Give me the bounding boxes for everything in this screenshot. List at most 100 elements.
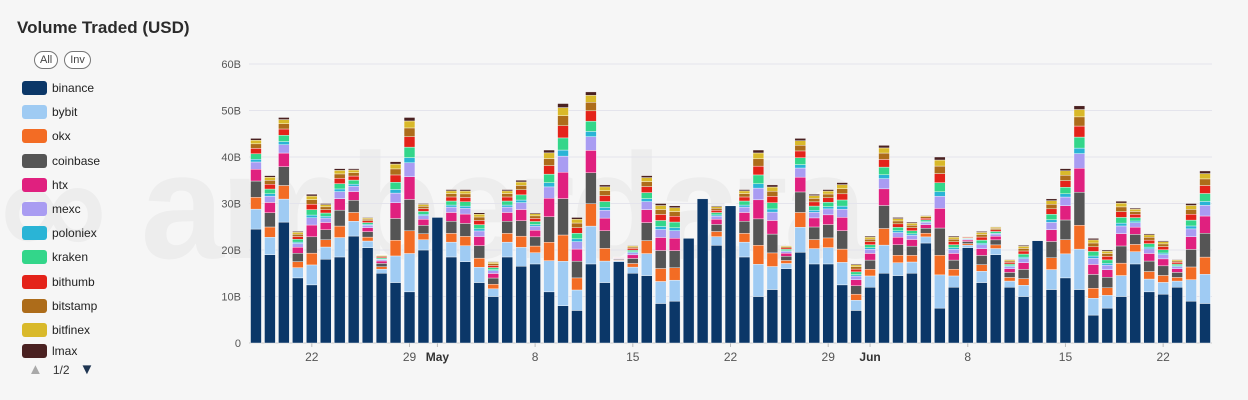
bar-segment-coinbase [1045,241,1058,258]
bar-segment-kraken [348,179,360,185]
bar-segment-kraken [808,205,820,211]
bar-segment-kraken [850,271,862,275]
bar-segment-bybit [864,275,876,288]
bar-segment-kraken [627,249,639,252]
bar-segment-bitfinex [808,195,820,199]
bar-segment-okx [1017,278,1030,286]
y-tick-label: 0 [235,338,241,350]
bar-segment-poloniex [1059,193,1072,198]
legend-item-coinbase[interactable]: coinbase [22,149,100,173]
legend-item-htx[interactable]: htx [22,173,100,197]
bar-segment-bithumb [766,196,779,203]
bar-segment-kraken [1199,193,1211,202]
bar-segment-bitstamp [766,190,779,197]
bar-segment-bitstamp [1171,260,1183,263]
bar-segment-okx [529,245,541,253]
legend-item-okx[interactable]: okx [22,124,100,148]
pager-down-icon[interactable]: ▼ [79,361,95,378]
bar-segment-coinbase [585,172,597,204]
bar-segment-bitstamp [976,234,988,238]
bar-segment-mexc [320,217,332,223]
bar-segment-okx [557,234,569,262]
bar-segment-htx [962,239,974,242]
bar-segment-bithumb [934,173,946,183]
bar-segment-bitfinex [766,186,779,192]
bar-segment-bitfinex [459,190,471,195]
toggle-all-button[interactable]: All [34,51,59,69]
bar-segment-lmax [571,217,583,220]
legend-item-binance[interactable]: binance [22,76,100,100]
bar-segment-bithumb [445,196,458,202]
bar-segment-htx [669,238,681,251]
bar-segment-okx [738,233,751,243]
bar-segment-mexc [1171,266,1183,269]
legend-item-bitfinex[interactable]: bitfinex [22,318,100,342]
legend-item-lmax[interactable]: lmax [22,342,100,360]
legend-item-bithumb[interactable]: bithumb [22,270,100,294]
bar-segment-okx [808,239,820,249]
bar-segment-lmax [473,212,485,215]
bar-segment-mexc [348,185,360,192]
bar-segment-poloniex [794,164,806,169]
bar-segment-okx [948,269,960,277]
bar-segment-htx [1073,168,1086,193]
bar-segment-bithumb [599,195,611,202]
bar-segment-lmax [320,203,332,205]
legend-label: coinbase [52,153,101,168]
bar-segment-bithumb [292,236,304,240]
bar-segment-okx [1129,244,1141,252]
bar-segment-kraken [1185,219,1197,227]
bar-segment-htx [571,248,583,262]
bar-segment-bybit [264,237,276,255]
bar-segment-binance [836,284,848,344]
bar-segment-okx [389,240,402,257]
bar-segment-okx [1087,288,1100,299]
bar-segment-bybit [794,227,806,253]
bar-segment-bitstamp [599,190,611,196]
bar-segment-binance [417,249,430,344]
bar-segment-poloniex [1185,225,1197,230]
bar-segment-bitstamp [445,193,458,198]
bar-segment-coinbase [599,230,611,249]
bar-segment-coinbase [1129,234,1141,245]
bar-segment-poloniex [1129,220,1141,223]
bar-segment-poloniex [389,189,402,194]
bar-segment-htx [1003,268,1016,273]
bar-segment-binance [599,282,611,344]
bar-segment-coinbase [1073,191,1086,226]
legend-item-mexc[interactable]: mexc [22,197,100,221]
toggle-inv-button[interactable]: Inv [64,51,91,69]
bar-segment-mexc [808,212,820,219]
bar-segment-okx [250,197,262,210]
bar-segment-lmax [292,231,304,233]
legend-item-bybit[interactable]: bybit [22,100,100,124]
bar-segment-bitfinex [976,232,988,235]
bar-segment-binance [948,287,960,344]
legend-item-kraken[interactable]: kraken [22,245,100,269]
bar-segment-mexc [990,233,1002,237]
bar-segment-binance [278,221,290,344]
bar-segment-mexc [1073,153,1086,169]
bar-segment-mexc [264,195,276,203]
bar-segment-bitfinex [1017,246,1030,249]
bar-segment-coinbase [822,224,834,239]
bar-segment-bitstamp [878,152,890,160]
bar-segment-bybit [1199,274,1211,304]
bar-segment-bitstamp [752,158,765,167]
bar-segment-bybit [348,221,360,237]
bar-segment-htx [557,172,569,199]
x-tick-label: 22 [724,350,738,364]
bar-segment-coinbase [864,259,876,270]
bar-segment-kraken [864,244,876,249]
pager-up-icon[interactable]: ▲ [28,361,43,378]
bar-segment-coinbase [361,231,374,238]
bar-segment-okx [850,293,862,301]
legend-item-poloniex[interactable]: poloniex [22,221,100,245]
legend-item-bitstamp[interactable]: bitstamp [22,294,100,318]
bar-segment-coinbase [850,285,862,295]
bar-segment-bitstamp [515,185,527,190]
bar-segment-mexc [948,249,960,254]
bar-segment-lmax [822,189,834,192]
bar-segment-bitfinex [1045,200,1058,205]
bar-segment-kraken [529,221,541,225]
